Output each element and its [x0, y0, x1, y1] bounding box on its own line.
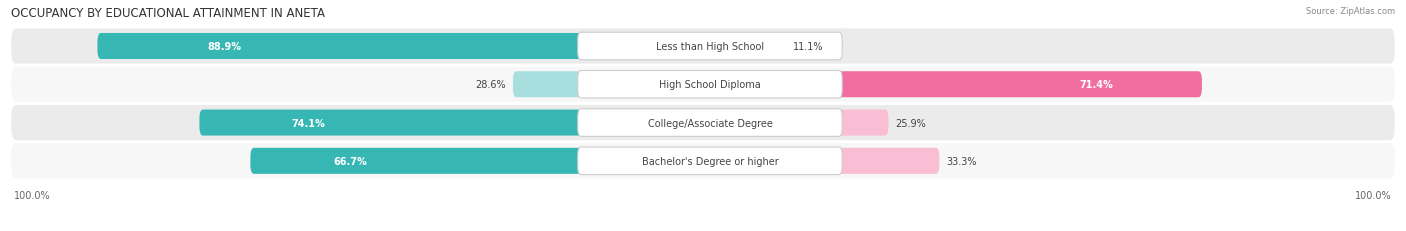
Text: Source: ZipAtlas.com: Source: ZipAtlas.com	[1306, 7, 1395, 16]
Text: 33.3%: 33.3%	[946, 156, 977, 166]
Text: 71.4%: 71.4%	[1080, 80, 1114, 90]
Text: 100.0%: 100.0%	[1355, 190, 1392, 200]
FancyBboxPatch shape	[11, 67, 1395, 102]
Text: 28.6%: 28.6%	[475, 80, 506, 90]
FancyBboxPatch shape	[11, 29, 1395, 64]
Text: 11.1%: 11.1%	[793, 42, 824, 52]
FancyBboxPatch shape	[578, 147, 842, 175]
FancyBboxPatch shape	[11, 106, 1395, 140]
Text: High School Diploma: High School Diploma	[659, 80, 761, 90]
Text: 88.9%: 88.9%	[208, 42, 242, 52]
FancyBboxPatch shape	[200, 110, 710, 136]
Text: Bachelor's Degree or higher: Bachelor's Degree or higher	[641, 156, 779, 166]
Text: 25.9%: 25.9%	[896, 118, 927, 128]
Text: 74.1%: 74.1%	[291, 118, 325, 128]
FancyBboxPatch shape	[11, 144, 1395, 179]
FancyBboxPatch shape	[97, 34, 710, 60]
Text: College/Associate Degree: College/Associate Degree	[648, 118, 772, 128]
Text: 100.0%: 100.0%	[14, 190, 51, 200]
FancyBboxPatch shape	[578, 109, 842, 137]
FancyBboxPatch shape	[710, 110, 889, 136]
Text: 66.7%: 66.7%	[333, 156, 367, 166]
FancyBboxPatch shape	[710, 148, 939, 174]
FancyBboxPatch shape	[578, 33, 842, 61]
Text: Less than High School: Less than High School	[655, 42, 763, 52]
Text: OCCUPANCY BY EDUCATIONAL ATTAINMENT IN ANETA: OCCUPANCY BY EDUCATIONAL ATTAINMENT IN A…	[11, 7, 325, 20]
FancyBboxPatch shape	[710, 72, 1202, 98]
FancyBboxPatch shape	[578, 71, 842, 99]
FancyBboxPatch shape	[710, 34, 786, 60]
FancyBboxPatch shape	[513, 72, 710, 98]
FancyBboxPatch shape	[250, 148, 710, 174]
